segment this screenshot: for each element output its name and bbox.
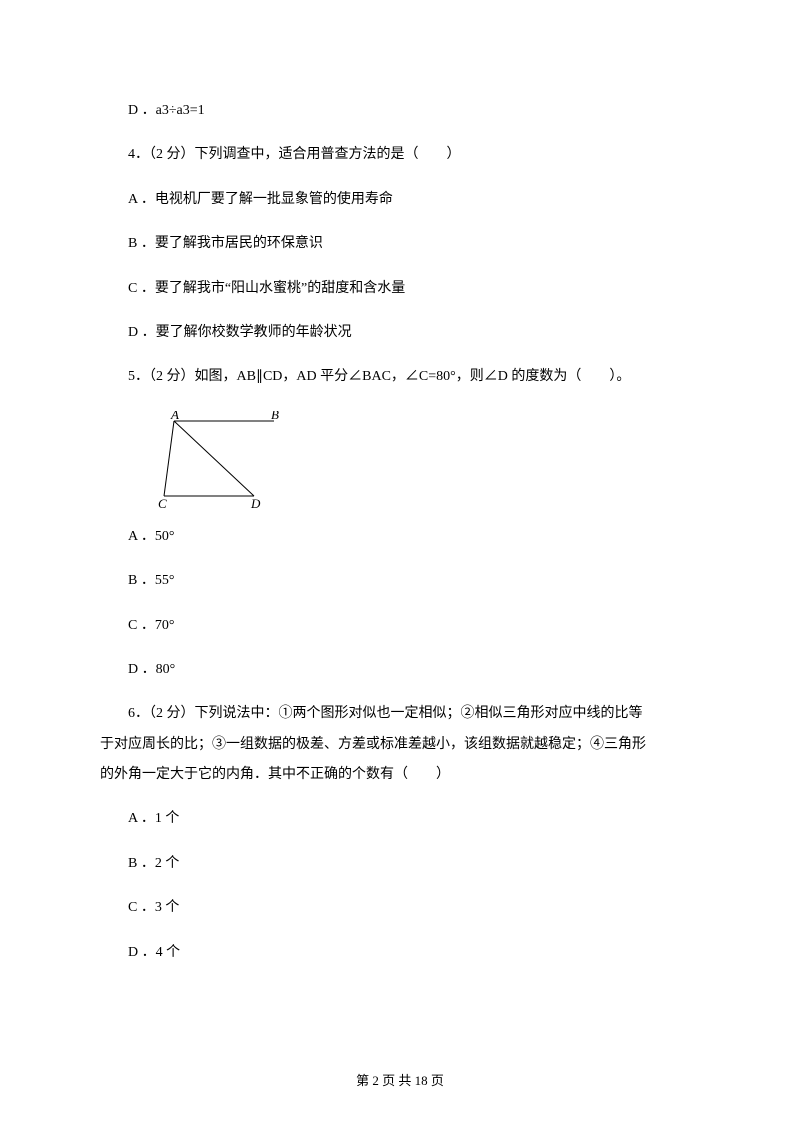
text: 6．（2 分）下列说法中：①两个图形对似也一定相似；②相似三角形对应中线的比等	[128, 706, 643, 721]
text: B ．55°	[128, 573, 174, 588]
q6-stem-line2: 于对应周长的比；③一组数据的极差、方差或标准差越小，该组数据就越稳定；④三角形	[100, 734, 700, 756]
label-b: B	[271, 411, 279, 422]
text: B ．2 个	[128, 856, 179, 871]
q4-option-c: C ．要了解我市“阳山水蜜桃”的甜度和含水量	[100, 278, 700, 300]
q5-option-a: A ．50°	[100, 526, 700, 548]
text: C ．要了解我市“阳山水蜜桃”的甜度和含水量	[128, 281, 405, 296]
text: D ．4 个	[128, 945, 180, 960]
q5-option-b: B ．55°	[100, 570, 700, 592]
q5-option-c: C ．70°	[100, 615, 700, 637]
text: D ．80°	[128, 662, 175, 677]
label-d: D	[250, 496, 261, 511]
q4-option-d: D ．要了解你校数学教师的年龄状况	[100, 322, 700, 344]
q5-stem: 5．（2 分）如图，AB∥CD，AD 平分∠BAC，∠C=80°，则∠D 的度数…	[100, 366, 700, 388]
q4-option-a: A ．电视机厂要了解一批显象管的使用寿命	[100, 189, 700, 211]
q6-option-a: A ．1 个	[100, 808, 700, 830]
q6-option-b: B ．2 个	[100, 853, 700, 875]
page-footer: 第 2 页 共 18 页	[0, 1071, 800, 1092]
q4-stem: 4．（2 分）下列调查中，适合用普查方法的是（ ）	[100, 144, 700, 166]
text: 于对应周长的比；③一组数据的极差、方差或标准差越小，该组数据就越稳定；④三角形	[100, 737, 646, 752]
q6-stem-line1: 6．（2 分）下列说法中：①两个图形对似也一定相似；②相似三角形对应中线的比等	[100, 703, 700, 725]
q6-option-c: C ．3 个	[100, 897, 700, 919]
label-c: C	[158, 496, 167, 511]
label-a: A	[170, 411, 179, 422]
text: C ．3 个	[128, 900, 179, 915]
q3-option-d: D ．a3÷a3=1	[100, 100, 700, 122]
text: 5．（2 分）如图，AB∥CD，AD 平分∠BAC，∠C=80°，则∠D 的度数…	[128, 369, 630, 384]
q5-option-d: D ．80°	[100, 659, 700, 681]
text: 的外角一定大于它的内角．其中不正确的个数有（ ）	[100, 767, 450, 782]
text: D ．a3÷a3=1	[128, 103, 205, 118]
line-ac	[164, 421, 174, 496]
q5-figure: A B C D	[156, 411, 286, 511]
line-ad	[174, 421, 254, 496]
footer-text: 第 2 页 共 18 页	[356, 1073, 444, 1088]
text: A ．电视机厂要了解一批显象管的使用寿命	[128, 192, 393, 207]
q6-stem-line3: 的外角一定大于它的内角．其中不正确的个数有（ ）	[100, 764, 700, 786]
text: D ．要了解你校数学教师的年龄状况	[128, 325, 352, 340]
q4-option-b: B ．要了解我市居民的环保意识	[100, 233, 700, 255]
text: 4．（2 分）下列调查中，适合用普查方法的是（ ）	[128, 147, 461, 162]
text: A ．1 个	[128, 811, 179, 826]
geometry-svg: A B C D	[156, 411, 286, 511]
q6-option-d: D ．4 个	[100, 942, 700, 964]
text: B ．要了解我市居民的环保意识	[128, 236, 323, 251]
text: C ．70°	[128, 618, 174, 633]
text: A ．50°	[128, 529, 174, 544]
